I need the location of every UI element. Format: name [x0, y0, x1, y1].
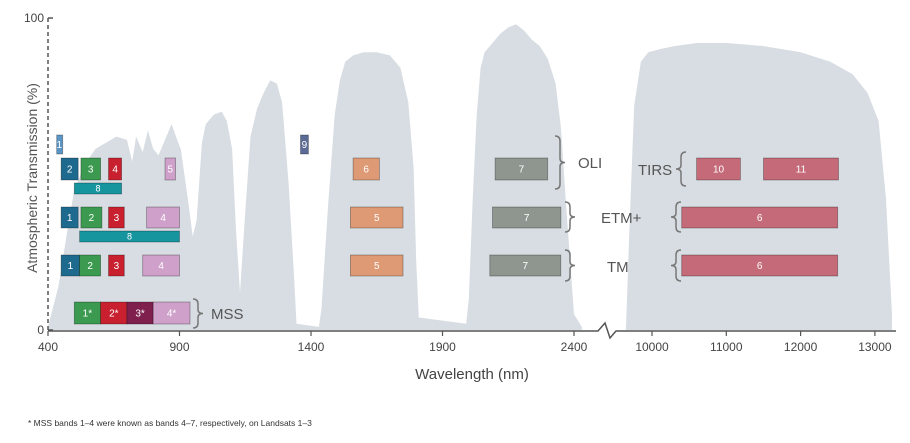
band-tm-2 — [79, 254, 101, 277]
sensor-label-tirs: TIRS — [638, 162, 672, 179]
oli-brace — [554, 135, 566, 190]
footnote: * MSS bands 1–4 were known as bands 4–7,… — [28, 418, 312, 428]
band-mss-2star — [100, 301, 128, 325]
y-axis-title: Atmospheric Transmission (%) — [24, 83, 40, 273]
band-label-tirs-11: 11 — [796, 165, 807, 176]
band-etm-7 — [492, 206, 562, 229]
band-oli-5 — [164, 157, 176, 181]
band-label-etm-5: 5 — [374, 213, 380, 224]
x-tick-label-11000: 11000 — [710, 340, 743, 354]
band-label-oli-2: 2 — [67, 165, 73, 176]
band-label-tm-6: 6 — [757, 261, 763, 272]
sensor-label-etm: ETM+ — [601, 210, 642, 227]
band-label-etm-4: 4 — [160, 213, 166, 224]
sensor-label-mss: MSS — [211, 306, 244, 323]
band-tirs-11 — [763, 157, 839, 181]
band-tm-1 — [60, 254, 80, 277]
band-oli-4 — [108, 157, 123, 181]
x-tick-label-13000: 13000 — [858, 340, 892, 354]
band-label-etm-6: 6 — [757, 213, 763, 224]
band-label-oli-1: 1 — [57, 140, 63, 151]
band-oli-8 — [73, 182, 123, 195]
tm-brace-right — [670, 249, 682, 282]
band-label-mss-1star: 1* — [83, 309, 93, 320]
band-etm-4 — [146, 206, 180, 229]
etm-brace-right — [670, 201, 682, 233]
y-tick-label-0: 0 — [37, 323, 44, 337]
band-oli-7 — [494, 157, 549, 181]
band-tm-7 — [489, 254, 562, 277]
mss-brace — [192, 298, 204, 329]
x-axis-title: Wavelength (nm) — [415, 366, 529, 383]
band-label-tm-7: 7 — [523, 261, 529, 272]
band-etm-6 — [681, 206, 839, 229]
band-label-mss-4star: 4* — [167, 309, 177, 320]
band-tm-5 — [349, 254, 404, 277]
x-tick-label-1900: 1900 — [429, 340, 456, 354]
band-etm-3 — [108, 206, 125, 229]
band-etm-2 — [80, 206, 103, 229]
x-tick-label-2400: 2400 — [561, 340, 588, 354]
x-tick-label-400: 400 — [38, 340, 58, 354]
band-label-oli-6: 6 — [363, 165, 369, 176]
band-tirs-10 — [696, 157, 741, 181]
band-label-oli-8: 8 — [95, 184, 100, 194]
band-label-tm-3: 3 — [114, 261, 120, 272]
band-oli-2 — [60, 157, 79, 181]
band-label-etm-3: 3 — [114, 213, 120, 224]
band-oli-1 — [56, 134, 64, 155]
band-label-oli-4: 4 — [112, 165, 118, 176]
band-label-oli-7: 7 — [519, 165, 525, 176]
y-tick-label-100: 100 — [24, 11, 44, 25]
band-label-tm-4: 4 — [158, 261, 164, 272]
tirs-brace — [675, 151, 687, 187]
x-tick-label-10000: 10000 — [635, 340, 669, 354]
band-tm-6 — [681, 254, 839, 277]
band-label-oli-5: 5 — [168, 165, 174, 176]
x-tick-label-900: 900 — [169, 340, 189, 354]
band-tm-4 — [142, 254, 180, 277]
atmospheric-transmission-area — [48, 24, 892, 330]
band-label-etm-2: 2 — [89, 213, 95, 224]
band-oli-3 — [80, 157, 102, 181]
sensor-label-tm: TM — [607, 259, 629, 276]
x-tick-label-12000: 12000 — [784, 340, 818, 354]
etm-brace-left — [564, 201, 576, 233]
x-axis-line-with-break — [48, 321, 896, 340]
band-label-etm-7: 7 — [524, 213, 530, 224]
band-label-oli-3: 3 — [88, 165, 94, 176]
band-label-etm-8: 8 — [127, 232, 132, 242]
sensor-labels: OLI TIRS ETM+ TM MSS — [192, 135, 687, 329]
band-tm-3 — [108, 254, 125, 277]
sensor-label-oli: OLI — [578, 155, 602, 172]
band-oli-6 — [352, 157, 380, 181]
band-label-tm-1: 1 — [68, 261, 74, 272]
band-oli-9 — [300, 134, 309, 155]
band-mss-4star — [152, 301, 191, 325]
band-etm-5 — [349, 206, 404, 229]
x-tick-label-1400: 1400 — [298, 340, 325, 354]
band-label-oli-9: 9 — [302, 140, 308, 151]
band-etm-8 — [79, 230, 180, 243]
band-label-tm-5: 5 — [374, 261, 380, 272]
x-axis-ticks: 400 900 1400 1900 2400 10000 11000 12000 13000 — [38, 331, 892, 354]
band-label-tm-2: 2 — [87, 261, 93, 272]
band-label-tirs-10: 10 — [713, 165, 725, 176]
band-label-etm-1: 1 — [67, 213, 73, 224]
band-label-mss-2star: 2* — [109, 309, 119, 320]
band-label-mss-3star: 3* — [135, 309, 145, 320]
tm-brace-left — [564, 249, 576, 282]
band-etm-1 — [60, 206, 79, 229]
